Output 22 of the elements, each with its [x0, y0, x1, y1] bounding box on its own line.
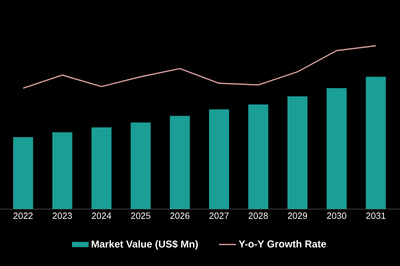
bar	[13, 137, 34, 209]
x-tick-label: 2027	[210, 212, 229, 219]
x-tick-label: 2024	[92, 212, 112, 219]
x-tick-label: 2023	[52, 212, 72, 219]
x-tick-label: 2028	[248, 212, 268, 219]
bar	[209, 109, 230, 209]
x-tick-label: 2026	[170, 212, 190, 219]
bar	[287, 96, 308, 209]
bar	[91, 127, 112, 209]
x-tick-label: 2031	[366, 212, 386, 219]
legend-label: Market Value (US$ Mn)	[92, 240, 198, 250]
x-tick-label: 2030	[327, 212, 346, 219]
bar	[366, 76, 386, 209]
bar	[52, 132, 72, 209]
bar	[130, 122, 151, 209]
bar	[248, 104, 268, 209]
x-tick-label: 2022	[14, 212, 33, 219]
x-tick-label: 2025	[131, 212, 150, 219]
bar	[170, 116, 190, 209]
legend-label: Y-o-Y Growth Rate	[238, 240, 326, 248]
bar	[326, 88, 347, 209]
x-tick-label: 2029	[288, 212, 308, 219]
